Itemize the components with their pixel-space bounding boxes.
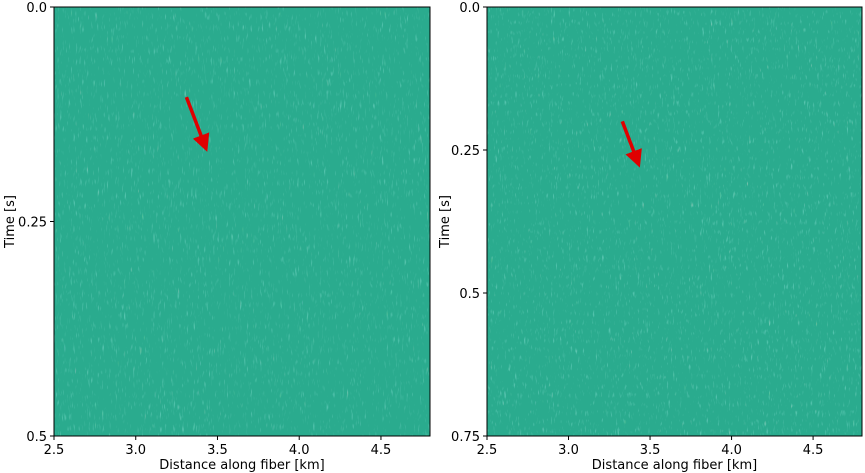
x-tick-label: 4.5: [371, 443, 392, 458]
heatmap-noise-field: [54, 7, 430, 436]
x-axis-label: Distance along fiber [km]: [592, 458, 757, 473]
y-tick-label: 0.25: [451, 144, 480, 159]
x-tick-label: 4.0: [721, 443, 742, 458]
y-tick-label: 0.5: [26, 430, 47, 445]
x-axis-label: Distance along fiber [km]: [159, 458, 324, 473]
x-tick-label: 4.5: [803, 443, 824, 458]
heatmap-noise-field: [487, 7, 862, 436]
y-tick-label: 0.5: [459, 287, 480, 302]
red-arrow-annotation: [620, 120, 642, 168]
y-tick-label: 0.0: [459, 1, 480, 16]
x-tick-label: 3.5: [207, 443, 228, 458]
y-axis-label: Time [s]: [3, 195, 18, 249]
panel-1: 2.5 3.0 3.5 4.0 4.5 0.0 0.25 0.5 Distance along …: [3, 1, 431, 473]
x-tick-label: 2.5: [44, 443, 65, 458]
x-tick-label: 4.0: [289, 443, 310, 458]
y-tick-label: 0.75: [451, 430, 480, 445]
x-tick-label: 3.0: [125, 443, 146, 458]
x-tick-label: 3.0: [558, 443, 579, 458]
plot-frame: [486, 6, 863, 437]
y-axis-label: Time [s]: [438, 195, 453, 249]
panel-2: 2.5 3.0 3.5 4.0 4.5 0.0 0.25 0.5 0.75 Distance al…: [438, 1, 863, 473]
x-tick-label: 3.5: [640, 443, 661, 458]
red-arrow-annotation: [184, 96, 210, 152]
x-tick-label: 2.5: [477, 443, 498, 458]
y-tick-label: 0.25: [18, 216, 47, 231]
y-tick-label: 0.0: [26, 1, 47, 16]
